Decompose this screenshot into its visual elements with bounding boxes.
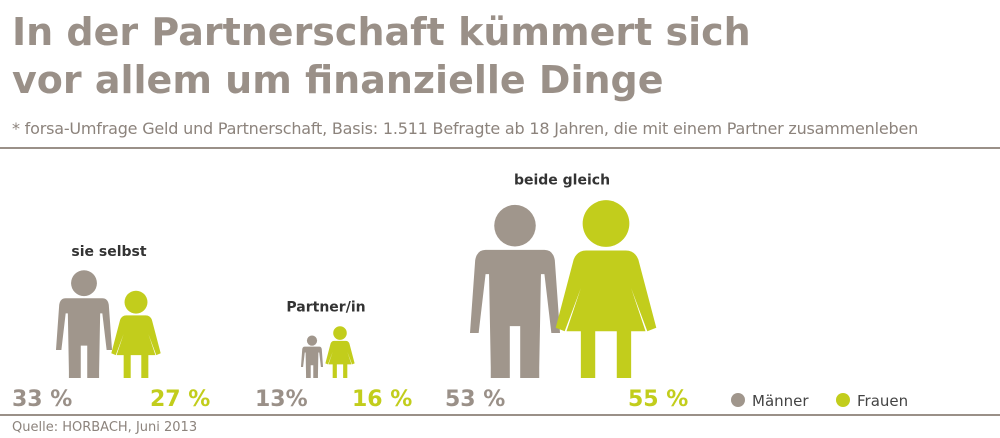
value-label-women-2: 16 % bbox=[352, 387, 412, 412]
source-note: Quelle: HORBACH, Juni 2013 bbox=[12, 420, 198, 435]
category-label-1: sie selbst bbox=[71, 244, 146, 260]
figure-men-3 bbox=[469, 204, 561, 378]
bottom-divider bbox=[0, 414, 1000, 416]
figure-women-3 bbox=[555, 200, 657, 378]
title-line-1: In der Partnerschaft kümmert sich bbox=[12, 10, 751, 54]
value-label-men-3: 53 % bbox=[445, 387, 505, 412]
category-label-3: beide gleich bbox=[514, 172, 610, 188]
legend-men-label: Männer bbox=[752, 392, 809, 410]
top-divider bbox=[0, 147, 1000, 149]
value-label-men-2: 13% bbox=[255, 387, 308, 412]
chart-title: In der Partnerschaft kümmert sich vor al… bbox=[12, 8, 992, 104]
labels-layer: sie selbst 33 % 27 % Partner/in 13% 16 % beide… bbox=[12, 172, 688, 412]
figure-women-2 bbox=[325, 326, 355, 378]
category-label-2: Partner/in bbox=[286, 300, 365, 316]
chart-subtitle: * forsa-Umfrage Geld und Partnerschaft, … bbox=[12, 119, 919, 138]
legend: Männer Frauen bbox=[731, 392, 908, 410]
title-line-2: vor allem um finanzielle Dinge bbox=[12, 58, 664, 102]
figures-layer bbox=[55, 200, 657, 378]
figure-men-2 bbox=[300, 335, 324, 378]
figure-women-1 bbox=[111, 290, 161, 378]
legend-women-label: Frauen bbox=[857, 392, 908, 410]
value-label-women-1: 27 % bbox=[150, 387, 210, 412]
legend-women-marker bbox=[836, 393, 850, 407]
legend-men-marker bbox=[731, 393, 745, 407]
figure-men-1 bbox=[55, 270, 113, 378]
pictograph-chart: sie selbst 33 % 27 % Partner/in 13% 16 % beide… bbox=[12, 172, 908, 412]
value-label-women-3: 55 % bbox=[628, 387, 688, 412]
value-label-men-1: 33 % bbox=[12, 387, 72, 412]
